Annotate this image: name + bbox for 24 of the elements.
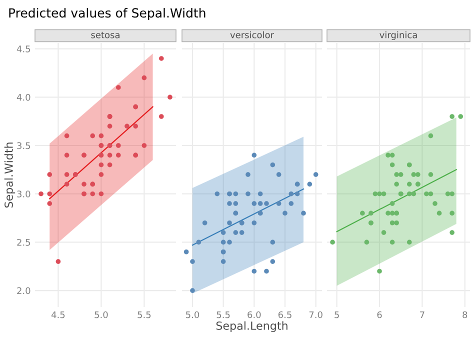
- chart-title: Predicted values of Sepal.Width: [9, 8, 206, 20]
- y-tick-label: 2.5: [17, 238, 30, 246]
- chart-subtitle: versicolor: [230, 31, 274, 38]
- x-tick-label: 6: [377, 311, 382, 318]
- x-tick-label: 5.0: [186, 311, 200, 318]
- x-tick-label: 5.5: [216, 311, 230, 318]
- x-tick-label: 5: [334, 311, 339, 318]
- x-tick-label: 8: [462, 311, 468, 318]
- y-tick-label: 2.0: [17, 287, 30, 294]
- y-tick-label: 4.0: [16, 94, 30, 101]
- y-tick-label: 3.0: [17, 190, 30, 198]
- x-tick-label: 6.0: [248, 311, 261, 318]
- y-axis-title: Sepal.Width: [4, 142, 16, 208]
- x-tick-label: 4.5: [51, 311, 65, 318]
- x-tick-label: 7: [420, 311, 424, 318]
- y-tick-label: 3.5: [17, 142, 30, 150]
- chart-subtitle: virginica: [380, 31, 417, 40]
- x-tick-label: 7.0: [309, 311, 322, 318]
- x-tick-label: 6.5: [278, 311, 292, 318]
- chart-subtitle: setosa: [91, 32, 120, 38]
- x-tick-label: 5.5: [138, 311, 151, 318]
- x-tick-label: 5.0: [94, 311, 108, 318]
- y-tick-label: 4.5: [16, 46, 30, 52]
- x-axis-title: Sepal.Length: [216, 321, 288, 332]
